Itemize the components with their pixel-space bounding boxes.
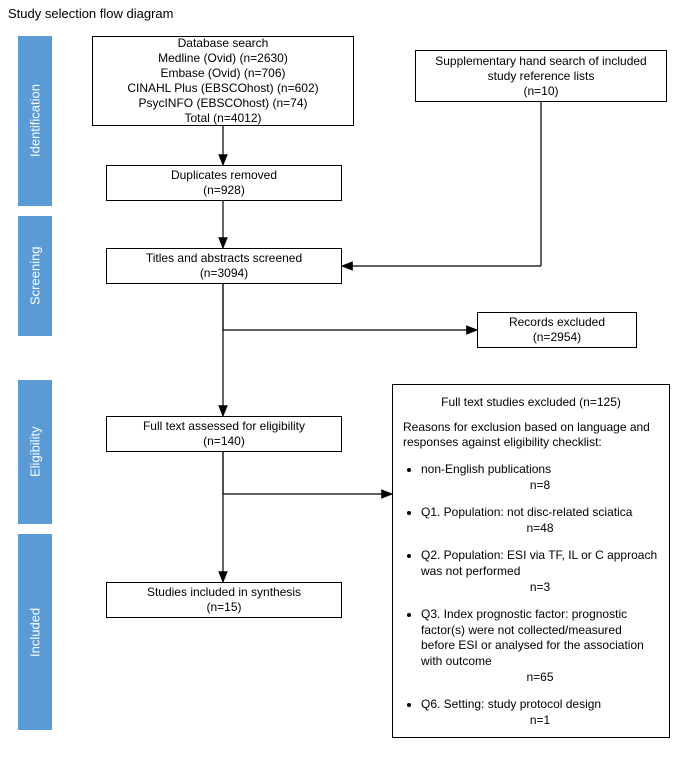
exclusion-reason: Q1. Population: not disc-related sciatic… <box>421 505 659 536</box>
stage-screening: Screening <box>18 216 52 336</box>
box-line: (n=2954) <box>533 330 581 345</box>
box-line: Full text assessed for eligibility <box>143 419 305 434</box>
exclusion-reason: Q2. Population: ESI via TF, IL or C appr… <box>421 548 659 595</box>
node-fulltext-assessed: Full text assessed for eligibility(n=140… <box>106 416 342 452</box>
box-line: Medline (Ovid) (n=2630) <box>158 51 288 66</box>
exclusion-reason: Q3. Index prognostic factor: prognostic … <box>421 607 659 685</box>
diagram-title: Study selection flow diagram <box>8 6 173 21</box>
box-line: (n=15) <box>206 600 241 615</box>
box-line: Titles and abstracts screened <box>146 251 302 266</box>
stage-identification: Identification <box>18 36 52 206</box>
box-line: (n=140) <box>203 434 245 449</box>
box-line: (n=928) <box>203 183 245 198</box>
node-duplicates: Duplicates removed(n=928) <box>106 165 342 201</box>
exclusion-reason: Q6. Setting: study protocol designn=1 <box>421 697 659 728</box>
box-line: Records excluded <box>509 315 605 330</box>
node-db-search: Database searchMedline (Ovid) (n=2630)Em… <box>92 36 354 126</box>
node-included-synth: Studies included in synthesis(n=15) <box>106 582 342 618</box>
box-line: PsycINFO (EBSCOhost) (n=74) <box>138 96 307 111</box>
exclusion-header: Full text studies excluded (n=125) <box>441 395 621 410</box>
box-line: Database search <box>178 36 269 51</box>
stage-eligibility: Eligibility <box>18 380 52 524</box>
box-line: Duplicates removed <box>171 168 277 183</box>
node-titles-abstracts: Titles and abstracts screened(n=3094) <box>106 248 342 284</box>
box-line: Studies included in synthesis <box>147 585 301 600</box>
box-line: (n=3094) <box>200 266 248 281</box>
exclusion-subheader: Reasons for exclusion based on language … <box>403 420 659 450</box>
node-hand-search: Supplementary hand search of included st… <box>415 50 667 102</box>
box-line: (n=10) <box>523 84 558 99</box>
node-fulltext-excluded: Full text studies excluded (n=125) Reason… <box>392 384 670 738</box>
exclusion-reason: non-English publicationsn=8 <box>421 462 659 493</box>
box-line: Embase (Ovid) (n=706) <box>160 66 285 81</box>
box-line: CINAHL Plus (EBSCOhost) (n=602) <box>127 81 318 96</box>
node-records-excluded: Records excluded(n=2954) <box>477 312 637 348</box>
box-line: Supplementary hand search of included st… <box>422 54 660 84</box>
exclusion-list: non-English publicationsn=8 Q1. Populatio… <box>421 462 659 740</box>
box-line: Total (n=4012) <box>184 111 261 126</box>
stage-included: Included <box>18 534 52 730</box>
